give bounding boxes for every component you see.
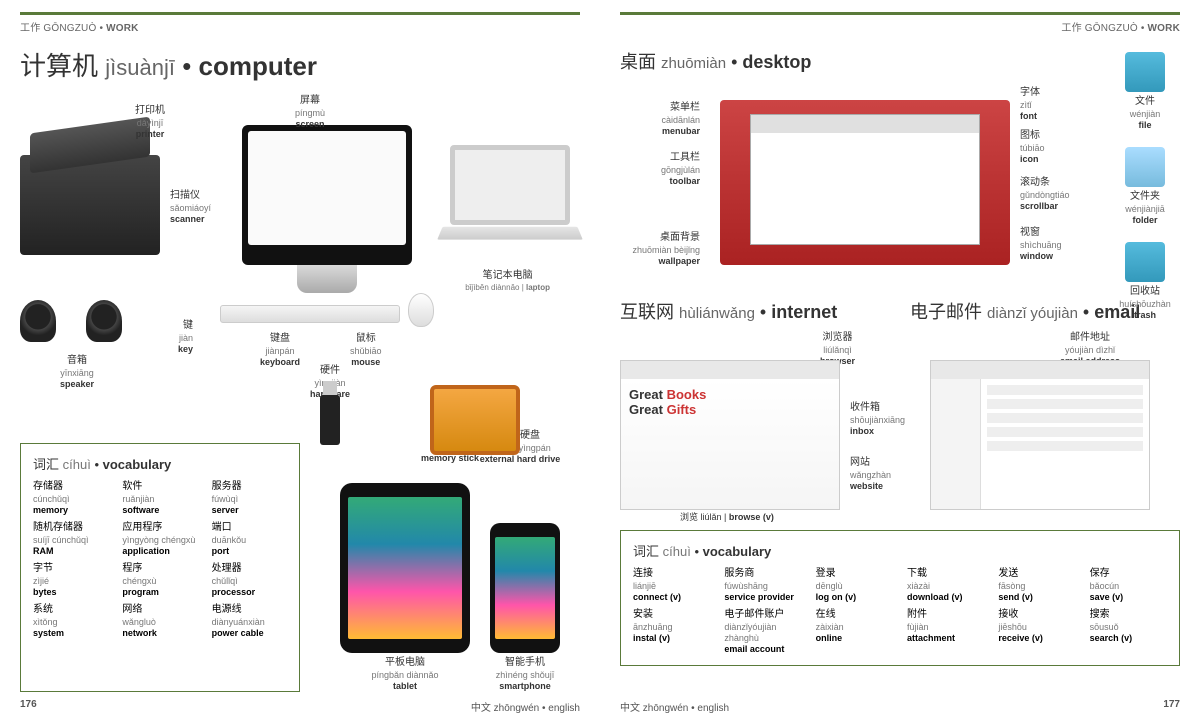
vocab-item: 搜索sōusuǒsearch (v)	[1090, 609, 1167, 655]
label-screen: 屏幕píngmùscreen	[295, 95, 325, 130]
label-scanner: 扫描仪sǎomiáoyíscanner	[170, 190, 211, 225]
desktop-diagram: 菜单栏càidānlánmenubar 工具栏gōngjùlántoolbar …	[620, 82, 1180, 292]
label-keyboard: 键盘jiànpánkeyboard	[260, 333, 300, 368]
side-icons: 文件wénjiànfile 文件夹wénjiànjiāfolder 回收站huí…	[1110, 52, 1180, 337]
vocab-item: 登录dēnglùlog on (v)	[816, 568, 893, 603]
monitor-image	[220, 125, 434, 327]
vocab-item: 系统xìtǒngsystem	[33, 604, 108, 639]
vocab-box-left: 词汇 cíhuì • vocabulary 存储器cúnchǔqìmemory 软…	[20, 443, 300, 692]
computer-diagram: 打印机dǎyìnjīprinter 扫描仪sǎomiáoyíscanner 屏幕…	[20, 95, 580, 435]
icon-file: 文件wénjiànfile	[1110, 52, 1180, 131]
label-icon: 图标túbiāoicon	[1020, 130, 1045, 165]
vocab-item: 存储器cúnchǔqìmemory	[33, 481, 108, 516]
title-desktop: 桌面 zhuōmiàn • desktop	[620, 48, 1180, 74]
label-phone: 智能手机zhìnéng shǒujīsmartphone	[490, 657, 560, 692]
vocab-item: 服务器fúwùqìserver	[212, 481, 287, 516]
vocab-item: 连接liánjiēconnect (v)	[633, 568, 710, 603]
email-diagram: 邮件地址yóujiàn dìzhǐemail address	[910, 332, 1180, 522]
vocab-item: 随机存储器suíjī cúnchǔqìRAM	[33, 522, 108, 557]
footer-left: 176 中文 zhōngwén • english	[20, 699, 580, 714]
desktop-screenshot	[720, 100, 1010, 265]
vocab-item: 字节zìjiébytes	[33, 563, 108, 598]
label-window: 视窗shìchuāngwindow	[1020, 227, 1062, 262]
label-key: 键jiànkey	[178, 320, 193, 355]
email-screenshot	[930, 360, 1150, 510]
vocab-item: 程序chéngxùprogram	[122, 563, 197, 598]
label-inbox: 收件箱shōujiànxiānginbox	[850, 402, 905, 437]
label-toolbar: 工具栏gōngjùlántoolbar	[620, 152, 700, 187]
label-mouse: 鼠标shǔbiāomouse	[350, 333, 382, 368]
label-tablet: 平板电脑píngbǎn diànnǎotablet	[340, 657, 470, 692]
vocab-item: 软件ruǎnjiànsoftware	[122, 481, 197, 516]
label-menubar: 菜单栏càidānlánmenubar	[620, 102, 700, 137]
tablet-image	[340, 483, 470, 653]
header-left: 工作 GŌNGZUÒ • WORK	[20, 12, 580, 42]
laptop-image	[440, 145, 580, 255]
label-website: 网站wǎngzhànwebsite	[850, 457, 891, 492]
vocab-title-left: 词汇 cíhuì • vocabulary	[33, 454, 287, 473]
vocab-box-right: 词汇 cíhuì • vocabulary 连接liánjiēconnect (…	[620, 530, 1180, 666]
speakers-image	[20, 300, 122, 342]
vocab-item: 下载xiàzàidownload (v)	[907, 568, 984, 603]
page-left: 工作 GŌNGZUÒ • WORK 计算机 jìsuànjī • compute…	[0, 0, 600, 722]
lower-images: 记忆棒jìyì bàngmemory stick 移动硬盘yídòng yìng…	[320, 435, 580, 692]
title-internet: 互联网 hùliánwǎng • internet	[620, 298, 890, 324]
label-scrollbar: 滚动条gǔndòngtiáoscrollbar	[1020, 177, 1070, 212]
vocab-title-right: 词汇 cíhuì • vocabulary	[633, 541, 1167, 560]
vocab-item: 电源线diànyuánxiànpower cable	[212, 604, 287, 639]
vocab-item: 接收jiēshōureceive (v)	[998, 609, 1075, 655]
vocab-item: 网络wǎngluònetwork	[122, 604, 197, 639]
usb-image	[320, 395, 340, 445]
label-font: 字体zìtǐfont	[1020, 87, 1040, 122]
label-wallpaper: 桌面背景zhuōmiàn bèijǐngwallpaper	[620, 232, 700, 267]
header-right: 工作 GŌNGZUÒ • WORK	[620, 12, 1180, 42]
vocab-item: 附件fùjiànattachment	[907, 609, 984, 655]
vocab-item: 保存bǎocúnsave (v)	[1090, 568, 1167, 603]
phone-image	[490, 523, 560, 653]
hdd-image	[430, 385, 520, 455]
internet-diagram: 浏览器liúlǎnqìbrowser Great BooksGreat Gift…	[620, 332, 890, 522]
page-right: 工作 GŌNGZUÒ • WORK 桌面 zhuōmiàn • desktop …	[600, 0, 1200, 722]
title-computer: 计算机 jìsuànjī • computer	[20, 46, 580, 83]
label-browse: 浏览 liúlǎn | browse (v)	[680, 512, 774, 523]
icon-folder: 文件夹wénjiànjiāfolder	[1110, 147, 1180, 226]
vocab-item: 发送fāsòngsend (v)	[998, 568, 1075, 603]
label-laptop: 笔记本电脑bǐjìběn diànnǎo | laptop	[465, 270, 550, 293]
vocab-item: 在线zàixiànonline	[816, 609, 893, 655]
vocab-item: 端口duānkǒuport	[212, 522, 287, 557]
vocab-item: 应用程序yìngyòng chéngxùapplication	[122, 522, 197, 557]
footer-right: 中文 zhōngwén • english 177	[620, 699, 1180, 714]
label-speaker: 音箱yīnxiāngspeaker	[60, 355, 94, 390]
icon-trash: 回收站huíshōuzhàntrash	[1110, 242, 1180, 321]
label-printer: 打印机dǎyìnjīprinter	[135, 105, 165, 140]
printer-image	[20, 155, 160, 255]
vocab-item: 安装ānzhuānginstal (v)	[633, 609, 710, 655]
vocab-item: 电子邮件账户diànzǐyóujiàn zhànghùemail account	[724, 609, 801, 655]
browser-screenshot: Great BooksGreat Gifts	[620, 360, 840, 510]
vocab-item: 处理器chǔlǐqìprocessor	[212, 563, 287, 598]
vocab-item: 服务商fúwùshāngservice provider	[724, 568, 801, 603]
